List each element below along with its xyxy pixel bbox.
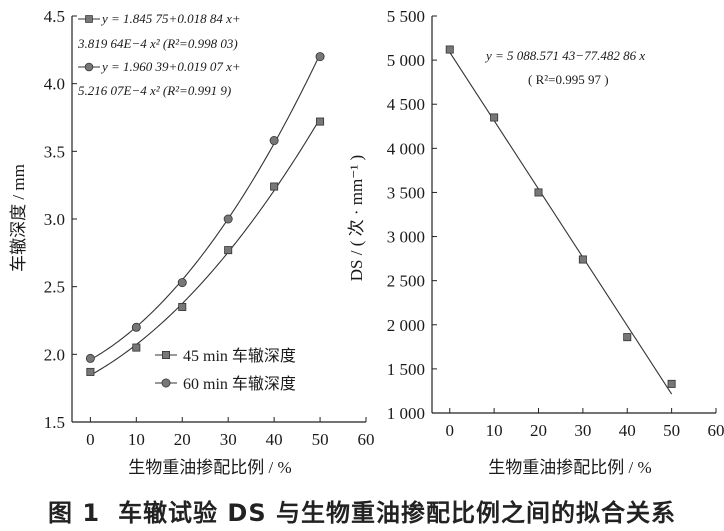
right-data-points [445,45,676,388]
legend-label-60min: 60 min 车辙深度 [183,375,296,393]
right-fit-line-path [449,51,673,395]
right-axes [431,16,716,414]
right-x-tick-label: 30 [574,421,591,440]
right-point [667,379,676,388]
right-point [534,188,543,197]
left-y-tick-label: 4.5 [44,7,65,26]
right-y-tick-label: 4 500 [387,95,425,114]
left-equation-markers [78,15,100,72]
left-point-series-2 [223,214,233,224]
right-y-tick-label: 1 000 [387,404,425,423]
legend-marker-2 [161,378,171,388]
left-x-tick-label: 50 [312,430,329,449]
left-legend: 45 min 车辙深度 60 min 车辙深度 [155,347,296,393]
right-x-tick-label: 50 [663,421,680,440]
right-y-axis-label: DS / ( 次 · mm⁻¹ ) [347,155,366,281]
right-x-tick-label: 10 [486,421,503,440]
left-y-axis-label: 车辙深度 / mm [9,164,28,272]
right-x-axis-label: 生物重油掺配比例 / % [488,458,651,477]
left-point-series-1 [178,302,187,311]
left-x-tick-label: 20 [174,430,191,449]
right-equation-line2: ( R²=0.995 97 ) [528,72,609,87]
left-y-tick-label: 1.5 [44,413,65,432]
right-chart-dynamic-stability: 0 10 20 30 40 50 60 1 000 1 500 2 000 2 500 3 000 3 … [347,7,724,477]
left-chart-rut-depth: 0 10 20 30 40 50 60 1.5 2.0 2.5 3.0 3.5 4.0 4.5 y = 1… [9,7,375,477]
left-y-tick-label: 2.0 [44,345,65,364]
left-x-tick-label: 30 [220,430,237,449]
left-point-series-1 [224,246,233,255]
right-equation-line1: y = 5 088.571 43−77.482 86 x [484,48,645,63]
left-point-series-2 [131,322,141,332]
right-y-tick-label: 2 500 [387,272,425,291]
left-equation-2b: 5.216 07E−4 x² (R²=0.991 9) [78,83,231,98]
left-y-tick-label: 3.0 [44,210,65,229]
right-y-tick-label: 1 500 [387,360,425,379]
left-point-series-2 [177,278,187,288]
figure-caption: 图 1 车辙试验 DS 与生物重油掺配比例之间的拟合关系 [0,493,724,528]
left-fit-curve-series-2 [90,53,321,361]
left-point-series-1 [316,117,325,126]
equation-marker-1 [85,15,93,23]
caption-text: 车辙试验 DS 与生物重油掺配比例之间的拟合关系 [118,499,676,527]
right-point [490,113,499,122]
left-point-series-2 [269,136,279,146]
left-y-tick-label: 3.5 [44,142,65,161]
left-equation-1a: y = 1.845 75+0.018 84 x+ [100,11,241,26]
right-y-tick-label: 3 500 [387,183,425,202]
left-point-series-1 [270,182,279,191]
right-y-tick-label: 5 500 [387,7,425,26]
left-x-tick-label: 10 [128,430,145,449]
caption-number: 图 1 [48,499,101,527]
left-ticks: 0 10 20 30 40 50 60 1.5 2.0 2.5 3.0 3.5 4.0 4.5 [44,7,375,449]
right-ticks: 0 10 20 30 40 50 60 1 000 1 500 2 000 2 500 3 000 3 … [387,7,724,440]
left-x-tick-label: 0 [86,430,95,449]
right-x-tick-label: 20 [530,421,547,440]
left-x-axis-label: 生物重油掺配比例 / % [128,458,291,477]
right-x-tick-label: 60 [708,421,724,440]
left-equation-2a: y = 1.960 39+0.019 07 x+ [100,59,241,74]
legend-label-45min: 45 min 车辙深度 [183,347,296,365]
left-point-series-1 [86,367,95,376]
equation-marker-2 [84,62,94,72]
right-y-tick-label: 4 000 [387,139,425,158]
right-point [445,45,454,54]
right-point [623,333,632,342]
legend-marker-1 [161,350,170,359]
left-fit-curve-series-1 [90,118,321,376]
left-equation-1b: 3.819 64E−4 x² (R²=0.998 03) [77,36,238,51]
left-fit-curves [90,53,321,376]
left-y-tick-label: 2.5 [44,278,65,297]
left-data-points [85,52,325,376]
right-x-tick-label: 0 [446,421,455,440]
right-x-tick-label: 40 [619,421,636,440]
right-y-tick-label: 3 000 [387,228,425,247]
left-point-series-1 [132,343,141,352]
left-x-tick-label: 40 [266,430,283,449]
right-y-tick-label: 5 000 [387,51,425,70]
left-x-tick-label: 60 [358,430,375,449]
right-point [578,255,587,264]
right-y-tick-label: 2 000 [387,316,425,335]
left-y-tick-label: 4.0 [44,75,65,94]
left-point-series-2 [85,353,95,363]
left-point-series-2 [315,52,325,62]
right-fit-line [449,51,673,395]
